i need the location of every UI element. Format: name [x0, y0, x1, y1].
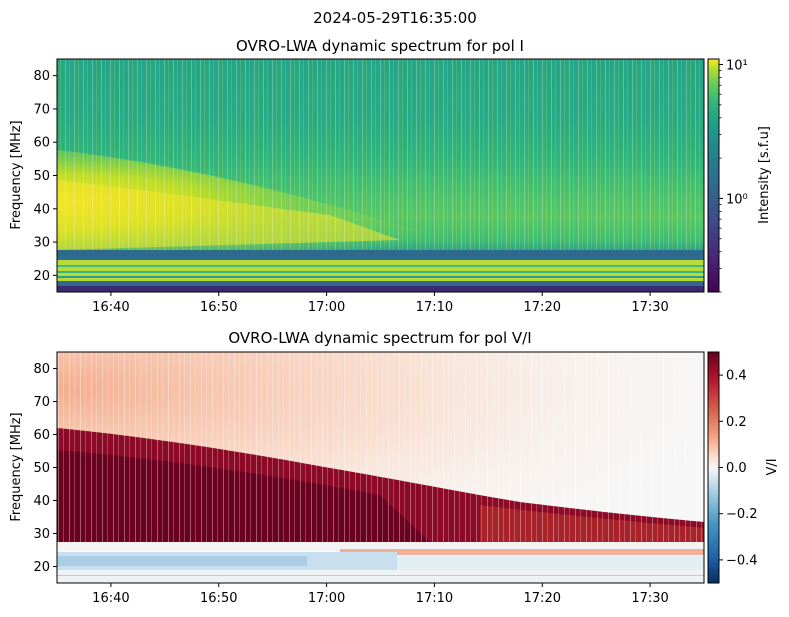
y-tick-label: 60 — [33, 136, 50, 151]
panel-I-y-ticks: 20 30 40 50 60 70 80 — [33, 69, 57, 284]
panel-V-y-ticks: 20 30 40 50 60 70 80 — [33, 362, 57, 575]
colorbar-tick-label: 0.4 — [726, 369, 747, 384]
x-tick-label: 17:00 — [308, 591, 345, 606]
panel-I-colorbar-ticks: 10⁰ 10¹ — [719, 59, 748, 293]
panel-V-y-axis-label: Frequency [MHz] — [9, 412, 24, 521]
panel-I-colorbar-label: Intensity [s.f.u] — [757, 126, 772, 224]
panel-V-title: OVRO-LWA dynamic spectrum for pol V/I — [228, 329, 531, 347]
y-tick-label: 70 — [33, 102, 50, 117]
panel-pol-I: OVRO-LWA dynamic spectrum for pol I 20 30… — [9, 37, 772, 315]
panel-I-title: OVRO-LWA dynamic spectrum for pol I — [236, 37, 524, 55]
x-tick-label: 17:00 — [308, 300, 345, 315]
x-tick-label: 16:50 — [200, 300, 237, 315]
colorbar-tick-label: 10⁰ — [726, 192, 748, 207]
x-tick-label: 16:50 — [200, 591, 237, 606]
y-tick-label: 30 — [33, 236, 50, 251]
y-tick-label: 40 — [33, 202, 50, 217]
x-tick-label: 17:30 — [631, 591, 668, 606]
colorbar-tick-label: 0.2 — [726, 415, 747, 430]
panel-I-y-axis-label: Frequency [MHz] — [9, 120, 24, 229]
y-tick-label: 70 — [33, 395, 50, 410]
panel-V-colorbar-scale — [707, 351, 720, 584]
y-tick-label: 80 — [33, 362, 50, 377]
y-tick-label: 80 — [33, 69, 50, 84]
colorbar-tick-label: −0.4 — [726, 553, 758, 568]
panel-V-heatmap — [57, 352, 704, 583]
panel-I-colorbar-scale — [707, 58, 720, 293]
colorbar-tick-label: 0.0 — [726, 461, 747, 476]
panel-V-colorbar: 0.4 0.2 0.0 −0.2 −0.4 V/I — [707, 351, 780, 584]
panel-pol-VI: OVRO-LWA dynamic spectrum for pol V/I 20… — [9, 329, 780, 606]
y-tick-label: 20 — [33, 560, 50, 575]
panel-V-colorbar-label: V/I — [765, 458, 780, 475]
figure-suptitle: 2024-05-29T16:35:00 — [313, 9, 477, 27]
colorbar-tick-label: −0.2 — [726, 507, 758, 522]
y-tick-label: 50 — [33, 461, 50, 476]
y-tick-label: 20 — [33, 269, 50, 284]
panel-V-colorbar-ticks: 0.4 0.2 0.0 −0.2 −0.4 — [719, 369, 758, 568]
panel-V-band-neutral — [57, 542, 704, 550]
panel-I-x-ticks: 16:40 16:50 17:00 17:10 17:20 17:30 — [92, 292, 669, 315]
colorbar-tick-label: 10¹ — [726, 59, 748, 74]
x-tick-label: 17:10 — [416, 591, 453, 606]
x-tick-label: 17:20 — [524, 300, 561, 315]
panel-V-x-ticks: 16:40 16:50 17:00 17:10 17:20 17:30 — [92, 583, 669, 606]
y-tick-label: 60 — [33, 428, 50, 443]
x-tick-label: 16:40 — [92, 591, 129, 606]
x-tick-label: 17:30 — [631, 300, 668, 315]
panel-I-colorbar: 10⁰ 10¹ Intensity [s.f.u] — [707, 58, 772, 293]
y-tick-label: 50 — [33, 169, 50, 184]
x-tick-label: 16:40 — [92, 300, 129, 315]
x-tick-label: 17:20 — [524, 591, 561, 606]
panel-I-heatmap — [57, 59, 704, 292]
y-tick-label: 40 — [33, 494, 50, 509]
y-tick-label: 30 — [33, 527, 50, 542]
x-tick-label: 17:10 — [416, 300, 453, 315]
